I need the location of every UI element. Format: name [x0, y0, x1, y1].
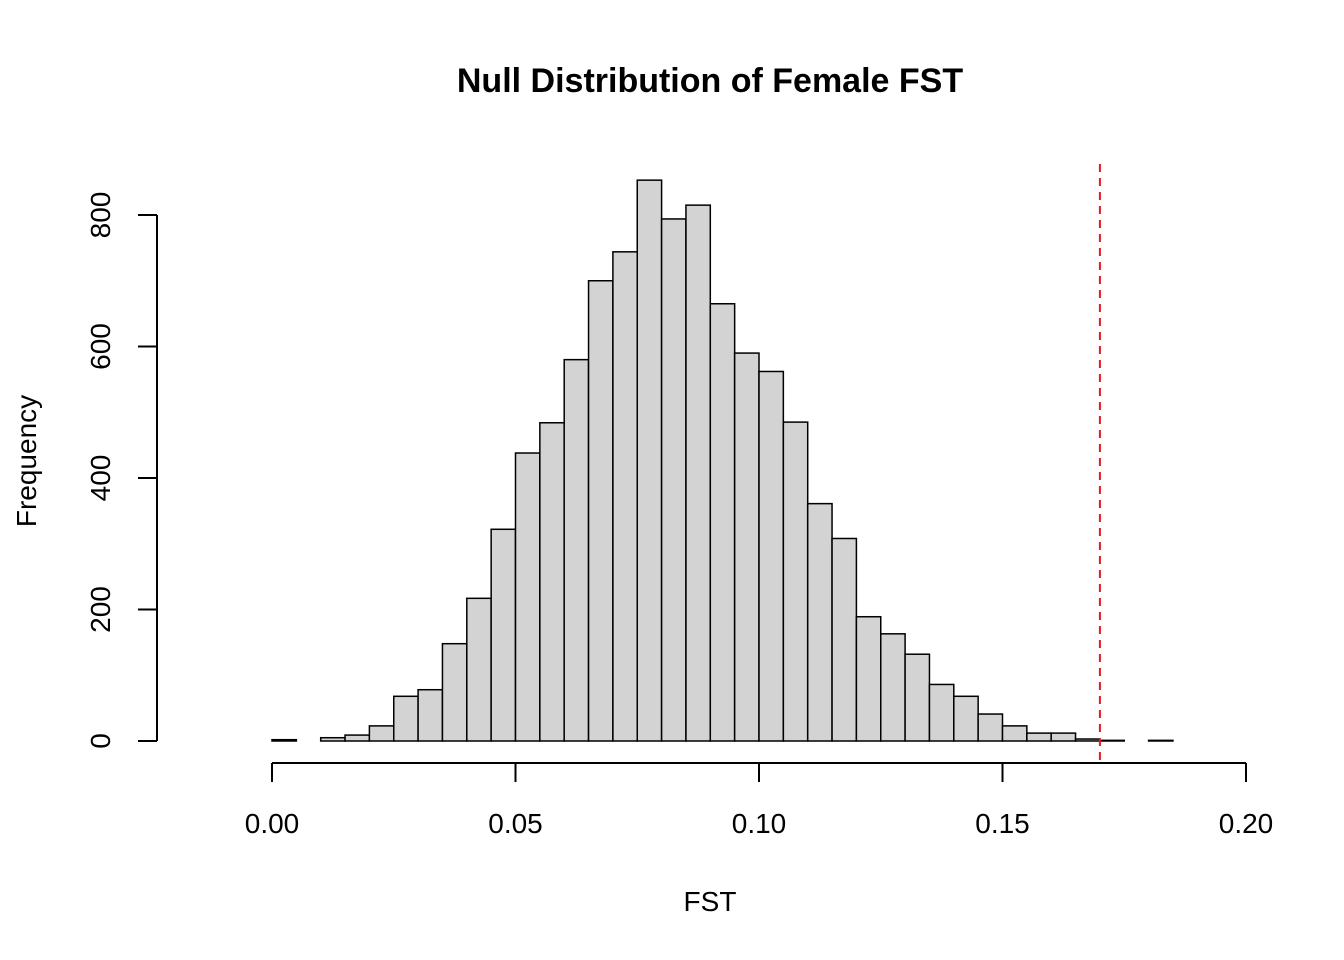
x-tick-label: 0.05 — [488, 808, 543, 839]
histogram-bar — [660, 218, 687, 742]
histogram-bar — [806, 502, 833, 742]
y-tick-label: 0 — [85, 733, 116, 749]
histogram-bar — [1147, 739, 1174, 742]
histogram-bar — [758, 370, 785, 742]
histogram-bar — [368, 725, 395, 742]
histogram-bar — [831, 537, 858, 742]
y-tick-label: 800 — [85, 192, 116, 239]
histogram-bar — [1074, 738, 1101, 742]
y-tick-label: 200 — [85, 586, 116, 633]
histogram-bar — [953, 695, 979, 742]
chart-title: Null Distribution of Female FST — [457, 62, 963, 100]
histogram-bar — [271, 738, 298, 742]
histogram-bar — [855, 615, 882, 742]
histogram-bar — [685, 204, 712, 742]
histogram-bar — [977, 713, 1004, 742]
x-tick-label: 0.10 — [732, 808, 787, 839]
histogram-bar — [417, 688, 444, 742]
y-tick-label: 600 — [85, 323, 116, 370]
histogram-bar — [587, 280, 614, 742]
histogram-bar — [636, 179, 663, 742]
histogram-bar — [319, 736, 346, 742]
x-tick-label: 0.20 — [1219, 808, 1274, 839]
histogram-bar — [441, 642, 468, 742]
histogram-bar — [344, 734, 371, 742]
x-tick-label: 0.00 — [245, 808, 300, 839]
histogram-bar — [612, 251, 639, 742]
histogram-bar — [490, 528, 517, 742]
histogram-bar — [466, 597, 492, 742]
histogram-bar — [514, 452, 541, 742]
histogram-bar — [1026, 732, 1052, 742]
y-tick-label: 400 — [85, 455, 116, 502]
histogram-bar — [904, 653, 931, 742]
histogram-bar — [539, 422, 565, 742]
histogram-bar — [1050, 732, 1077, 742]
x-axis: 0.00 0.05 0.10 0.15 0.20 — [245, 762, 1274, 839]
histogram-bars — [271, 179, 1174, 742]
histogram-bar — [782, 421, 809, 742]
histogram-bar — [563, 358, 590, 742]
histogram-bar — [1001, 725, 1028, 742]
y-axis: 0 200 400 600 800 — [85, 192, 158, 749]
histogram-bar — [1099, 739, 1126, 742]
x-axis-label: FST — [684, 886, 737, 917]
histogram-bar — [733, 352, 760, 742]
histogram-bar — [880, 633, 906, 742]
histogram-bar — [928, 683, 955, 742]
histogram-bar — [709, 303, 736, 742]
y-axis-label: Frequency — [11, 395, 42, 527]
histogram-bar — [393, 695, 419, 742]
x-tick-label: 0.15 — [975, 808, 1030, 839]
